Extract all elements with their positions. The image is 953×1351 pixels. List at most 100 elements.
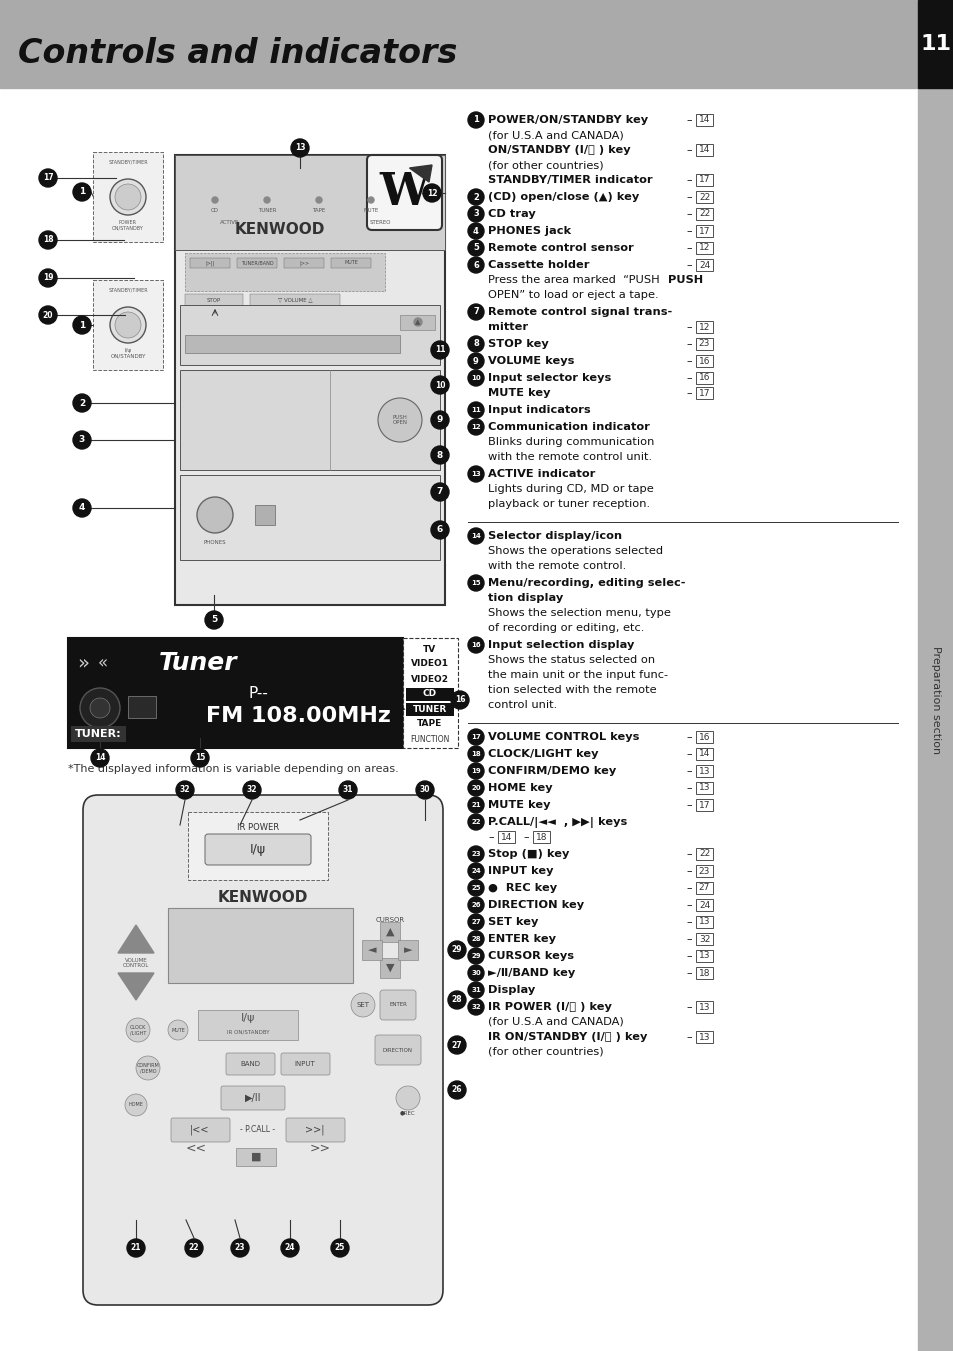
Circle shape xyxy=(73,394,91,412)
Text: 1: 1 xyxy=(79,320,85,330)
Text: TV: TV xyxy=(423,644,436,654)
Circle shape xyxy=(431,411,449,430)
Text: (for U.S.A and CANADA): (for U.S.A and CANADA) xyxy=(488,130,623,141)
Text: 14: 14 xyxy=(699,750,709,758)
Bar xyxy=(696,174,712,186)
Text: ▼: ▼ xyxy=(385,963,394,973)
Text: Press the area marked  “PUSH: Press the area marked “PUSH xyxy=(488,276,659,285)
Circle shape xyxy=(468,863,483,880)
Text: FUNCTION: FUNCTION xyxy=(410,735,449,744)
Text: 21: 21 xyxy=(471,802,480,808)
Text: DIRECTION: DIRECTION xyxy=(382,1047,413,1052)
Text: 13: 13 xyxy=(698,1002,709,1012)
Circle shape xyxy=(468,815,483,830)
Text: 24: 24 xyxy=(284,1243,294,1252)
Text: –: – xyxy=(685,848,691,859)
Text: –: – xyxy=(685,209,691,219)
Bar xyxy=(696,782,712,794)
Text: <<: << xyxy=(185,1142,206,1155)
Bar xyxy=(28,118,462,623)
Text: –: – xyxy=(685,951,691,961)
Text: ◄: ◄ xyxy=(367,944,375,955)
Bar xyxy=(185,335,399,353)
Circle shape xyxy=(39,231,57,249)
Text: STOP: STOP xyxy=(207,297,221,303)
Text: Input selector keys: Input selector keys xyxy=(488,373,611,382)
Bar xyxy=(406,703,454,716)
Text: the main unit or the input func-: the main unit or the input func- xyxy=(488,670,667,680)
Text: 21: 21 xyxy=(131,1243,141,1252)
Circle shape xyxy=(431,484,449,501)
FancyBboxPatch shape xyxy=(171,1119,230,1142)
Text: –: – xyxy=(685,732,691,742)
Circle shape xyxy=(468,403,483,417)
Text: >>|: >>| xyxy=(305,1125,324,1135)
Text: CLOCK/LIGHT key: CLOCK/LIGHT key xyxy=(488,748,598,759)
Bar xyxy=(696,145,712,155)
Circle shape xyxy=(205,611,223,630)
Text: ▲: ▲ xyxy=(385,927,394,938)
Circle shape xyxy=(191,748,209,767)
Text: 12: 12 xyxy=(471,424,480,430)
Text: Input selection display: Input selection display xyxy=(488,640,634,650)
Bar xyxy=(236,258,276,267)
Text: Blinks during communication: Blinks during communication xyxy=(488,436,654,447)
Text: FM 108.00MHz: FM 108.00MHz xyxy=(205,707,390,725)
Text: 27: 27 xyxy=(699,884,709,893)
Text: –: – xyxy=(522,832,528,842)
Bar xyxy=(180,305,439,365)
Bar xyxy=(174,155,444,250)
Text: ENTER: ENTER xyxy=(389,1002,407,1008)
Text: W: W xyxy=(379,172,429,213)
Text: with the remote control.: with the remote control. xyxy=(488,561,625,571)
Circle shape xyxy=(125,1094,147,1116)
Circle shape xyxy=(468,915,483,929)
Text: mitter: mitter xyxy=(488,322,528,332)
Circle shape xyxy=(73,182,91,201)
Text: CD: CD xyxy=(422,689,436,698)
Text: I/ψ: I/ψ xyxy=(240,1013,254,1023)
Circle shape xyxy=(468,730,483,744)
Bar xyxy=(696,386,712,399)
Text: MUTE: MUTE xyxy=(344,261,357,266)
Text: 16: 16 xyxy=(698,357,709,366)
Text: 32: 32 xyxy=(699,935,709,943)
Text: –: – xyxy=(685,866,691,875)
Text: STANDBY/TIMER: STANDBY/TIMER xyxy=(108,288,148,293)
Text: CLOCK
/LIGHT: CLOCK /LIGHT xyxy=(130,1024,146,1035)
Text: 17: 17 xyxy=(698,176,709,185)
Text: HOME key: HOME key xyxy=(488,784,552,793)
Text: PUSH: PUSH xyxy=(667,276,702,285)
Text: 10: 10 xyxy=(471,376,480,381)
Bar xyxy=(696,950,712,962)
Text: 28: 28 xyxy=(451,996,462,1005)
Text: ENTER key: ENTER key xyxy=(488,934,556,944)
Text: IR ON/STANDBY (I/⏻ ) key: IR ON/STANDBY (I/⏻ ) key xyxy=(488,1032,647,1042)
Circle shape xyxy=(431,340,449,359)
Circle shape xyxy=(416,781,434,798)
Circle shape xyxy=(351,993,375,1017)
Text: –: – xyxy=(685,884,691,893)
Text: 11: 11 xyxy=(920,34,950,54)
Text: 13: 13 xyxy=(698,784,709,793)
Text: 14: 14 xyxy=(471,534,480,539)
Bar xyxy=(379,958,399,978)
Bar xyxy=(185,295,243,305)
Text: –: – xyxy=(685,339,691,349)
Bar xyxy=(128,696,156,717)
Text: –: – xyxy=(685,243,691,253)
Text: ▶/II: ▶/II xyxy=(245,1093,261,1102)
Text: 13: 13 xyxy=(698,917,709,927)
Text: 5: 5 xyxy=(211,616,217,624)
Text: *The displayed information is variable depending on areas.: *The displayed information is variable d… xyxy=(68,765,398,774)
FancyBboxPatch shape xyxy=(367,155,441,230)
Text: «: « xyxy=(98,654,108,671)
Circle shape xyxy=(73,431,91,449)
Text: Tuner: Tuner xyxy=(158,651,237,676)
Circle shape xyxy=(115,184,141,209)
Circle shape xyxy=(468,419,483,435)
Bar xyxy=(917,88,953,1351)
Circle shape xyxy=(468,746,483,762)
Text: –: – xyxy=(685,900,691,911)
FancyBboxPatch shape xyxy=(83,794,442,1305)
